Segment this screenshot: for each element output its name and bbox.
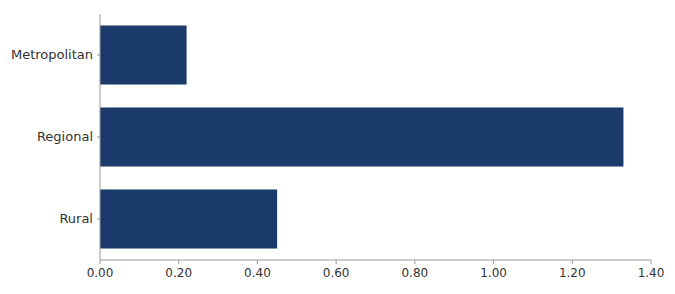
x-tick-label: 0.60 (323, 266, 350, 280)
x-tick (651, 260, 652, 264)
category-label: Metropolitan (11, 47, 93, 62)
x-tick (336, 260, 337, 264)
chart-svg: 0.00 0.20 0.40 0.60 0.80 1.00 1.20 1.40 Rural Reg… (0, 0, 675, 294)
x-tick-label: 1.00 (480, 266, 507, 280)
x-tick (100, 260, 101, 264)
bar (100, 25, 187, 84)
axes (100, 14, 651, 260)
category-label: Rural (59, 211, 93, 226)
x-tick-label: 1.20 (559, 266, 586, 280)
bar (100, 107, 623, 166)
y-tick (97, 219, 100, 220)
x-tick (493, 260, 494, 264)
x-tick-label: 1.40 (638, 266, 665, 280)
x-tick (572, 260, 573, 264)
x-tick-label: 0.40 (244, 266, 271, 280)
x-axis-line (100, 260, 651, 261)
y-ticks: Rural Regional Metropolitan (11, 47, 100, 226)
x-tick-label: 0.20 (165, 266, 192, 280)
y-tick (97, 137, 100, 138)
page: {"chart_data": {"type": "bar", "orientat… (0, 0, 675, 294)
x-tick-label: 0.00 (87, 266, 114, 280)
y-tick (97, 55, 100, 56)
x-ticks: 0.00 0.20 0.40 0.60 0.80 1.00 1.20 1.40 (87, 260, 665, 280)
bar (100, 189, 277, 248)
chart-container: 0.00 0.20 0.40 0.60 0.80 1.00 1.20 1.40 Rural Reg… (0, 0, 675, 294)
category-label: Regional (37, 129, 93, 144)
x-tick-label: 0.80 (401, 266, 428, 280)
x-tick (178, 260, 179, 264)
x-tick (414, 260, 415, 264)
x-tick (257, 260, 258, 264)
bars (100, 25, 623, 248)
